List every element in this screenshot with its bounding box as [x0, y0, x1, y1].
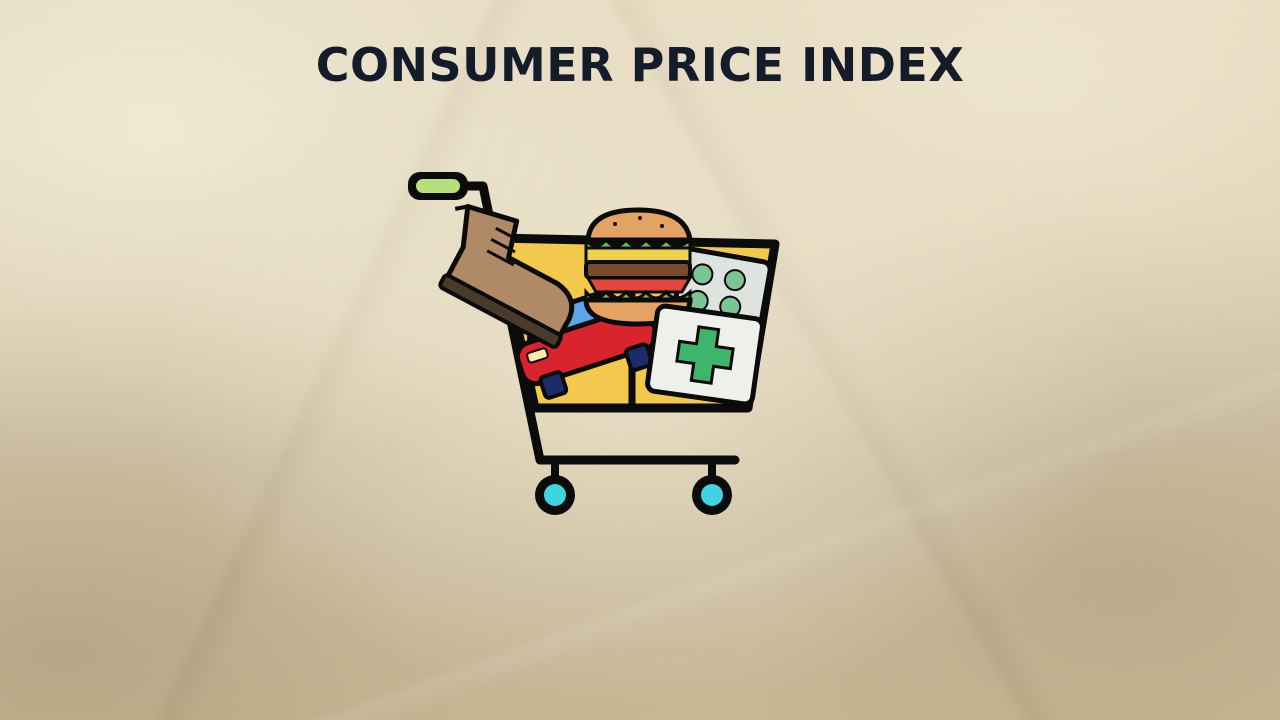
- page-title: CONSUMER PRICE INDEX: [315, 38, 965, 92]
- cross-icon: [675, 325, 735, 385]
- burger-icon: [583, 207, 693, 327]
- wheel-right-icon: [692, 475, 732, 515]
- boot-icon: [438, 204, 575, 349]
- first-aid-kit-icon: [645, 303, 765, 407]
- wheel-left-icon: [535, 475, 575, 515]
